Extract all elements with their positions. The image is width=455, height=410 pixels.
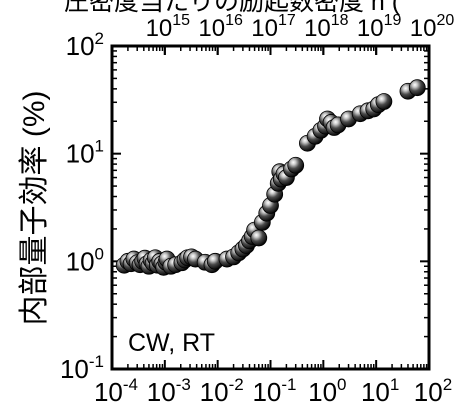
top-title-fragment: 圧密度当たりの励起数密度 n (: [64, 0, 401, 16]
x2-tick-label-exponent: 15: [172, 12, 190, 29]
y-tick-label-base: 10: [66, 31, 95, 61]
data-points-group: [115, 79, 426, 276]
x-tick-label-exponent: -1: [281, 375, 296, 394]
x2-tick-label: 1017: [251, 12, 296, 42]
y-tick-label-base: 10: [66, 246, 95, 276]
y-tick-label: 10-1: [60, 352, 104, 384]
x2-tick-label-base: 10: [357, 15, 384, 42]
x-tick-label-exponent: 0: [337, 375, 346, 394]
x-tick-label: 10-1: [252, 375, 296, 407]
x2-tick-label-exponent: 16: [225, 12, 243, 29]
x2-tick-label-base: 10: [198, 15, 225, 42]
x2-tick-label-base: 10: [251, 15, 278, 42]
x-tick-label: 10-3: [147, 375, 191, 407]
y-tick-label-base: 10: [66, 139, 95, 169]
data-point: [250, 229, 268, 247]
x2-tick-label-base: 10: [410, 15, 437, 42]
x2-tick-label-exponent: 20: [436, 12, 454, 29]
y-axis-label: 内部量子効率 (%): [18, 91, 51, 326]
x-tick-label-base: 10: [361, 377, 390, 407]
x-tick-label-base: 10: [308, 377, 337, 407]
x-tick-label-base: 10: [200, 377, 229, 407]
x-tick-label-base: 10: [147, 377, 176, 407]
x-tick-label-exponent: -3: [176, 375, 191, 394]
y-tick-label-exponent: 1: [95, 137, 104, 156]
x-tick-label-exponent: 2: [443, 375, 452, 394]
x-tick-label-base: 10: [414, 377, 443, 407]
x-tick-label: 10-4: [94, 375, 138, 407]
x-tick-label-base: 10: [252, 377, 281, 407]
x2-tick-label: 1019: [357, 12, 402, 42]
x-tick-label: 10-2: [200, 375, 244, 407]
x2-tick-label-exponent: 18: [331, 12, 349, 29]
x2-tick-label: 1015: [146, 12, 191, 42]
y-tick-label-exponent: 0: [95, 244, 104, 263]
data-point: [408, 79, 426, 97]
x2-tick-label-base: 10: [304, 15, 331, 42]
x-tick-label: 102: [414, 375, 452, 407]
y-tick-label-exponent: -1: [89, 352, 104, 371]
x-tick-label: 100: [308, 375, 346, 407]
chart-annotation: CW, RT: [128, 329, 215, 357]
x-tick-label-exponent: -4: [123, 375, 138, 394]
y-tick-label: 101: [66, 137, 104, 169]
x2-tick-label-exponent: 19: [384, 12, 402, 29]
x-tick-label-exponent: 1: [390, 375, 399, 394]
y-tick-label-exponent: 2: [95, 29, 104, 48]
x2-tick-label: 1018: [304, 12, 349, 42]
x2-tick-label: 1020: [410, 12, 455, 42]
x-tick-label-base: 10: [94, 377, 123, 407]
y-tick-label: 100: [66, 244, 104, 276]
x2-tick-label-base: 10: [146, 15, 173, 42]
y-tick-label: 102: [66, 29, 104, 61]
data-point: [375, 93, 393, 110]
x-tick-label: 101: [361, 375, 399, 407]
data-point: [287, 156, 305, 174]
x2-tick-label-exponent: 17: [278, 12, 296, 29]
x-tick-label-exponent: -2: [229, 375, 244, 394]
y-tick-label-base: 10: [60, 354, 89, 384]
x2-tick-label: 1016: [198, 12, 243, 42]
